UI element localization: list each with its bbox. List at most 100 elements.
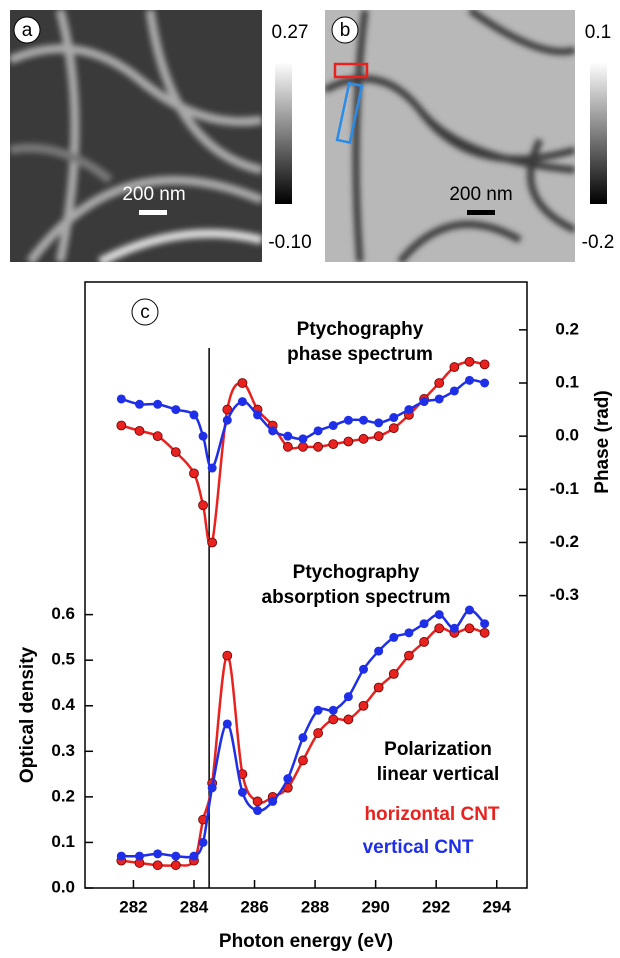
colorbar-max: 0.1 — [585, 22, 611, 43]
data-point — [207, 783, 217, 793]
data-point — [152, 431, 163, 442]
data-point — [449, 623, 459, 633]
colorbar-min: -0.2 — [582, 232, 615, 253]
annotation: linear vertical — [377, 764, 500, 785]
data-point — [252, 796, 263, 807]
y2-tick-label: 0.2 — [555, 319, 579, 338]
data-point — [404, 628, 414, 638]
y-tick-label: 0.4 — [51, 695, 75, 714]
data-point — [480, 619, 490, 629]
data-point — [313, 728, 324, 738]
data-point — [388, 423, 399, 434]
data-point — [328, 439, 339, 450]
annotation: Ptychography — [293, 562, 420, 583]
data-point — [134, 425, 145, 436]
data-point — [298, 441, 308, 452]
data-point — [449, 362, 460, 372]
colorbar-min: -0.10 — [268, 232, 311, 253]
data-point — [404, 405, 414, 415]
data-point — [359, 664, 369, 674]
scale-bar — [467, 210, 495, 215]
panel-badge — [331, 16, 359, 44]
panel-label: c — [140, 302, 150, 323]
data-point — [343, 436, 354, 447]
data-point — [134, 399, 144, 409]
data-point — [283, 431, 293, 441]
data-point — [313, 705, 323, 715]
data-point — [116, 420, 127, 431]
y-tick-label: 0.3 — [51, 741, 75, 760]
data-point — [434, 378, 445, 388]
data-point — [237, 397, 247, 407]
data-point — [222, 650, 233, 661]
data-point — [134, 851, 144, 861]
data-point — [343, 692, 353, 702]
y-axis-label: Optical density — [17, 646, 38, 783]
legend-entry: vertical CNT — [363, 837, 474, 858]
panel-badge — [131, 298, 159, 326]
plot-frame — [84, 281, 528, 889]
data-point — [434, 623, 445, 634]
image-a — [10, 10, 262, 262]
x-tick-label: 294 — [483, 897, 512, 916]
y-tick-label: 0.2 — [51, 786, 75, 805]
data-point — [389, 632, 399, 642]
y2-tick-label: -0.2 — [550, 532, 579, 551]
data-point — [207, 463, 217, 473]
data-point — [198, 500, 208, 511]
y-tick-label: 0.0 — [51, 877, 75, 896]
data-point — [170, 860, 181, 871]
data-point — [373, 431, 384, 442]
data-point — [434, 610, 444, 620]
data-point — [198, 837, 208, 847]
data-point — [298, 733, 308, 743]
y2-tick-label: -0.1 — [550, 479, 579, 498]
data-point — [253, 806, 263, 816]
scale-bar — [139, 210, 167, 215]
data-point — [153, 399, 163, 409]
data-point — [222, 719, 232, 729]
data-point — [328, 421, 338, 431]
legend-entry: horizontal CNT — [364, 804, 499, 825]
annotation: phase spectrum — [287, 344, 433, 365]
data-point — [479, 627, 490, 638]
y-tick-label: 0.1 — [51, 832, 75, 851]
data-point — [464, 623, 475, 634]
data-point — [343, 714, 354, 725]
data-point — [153, 849, 163, 859]
data-point — [313, 426, 323, 436]
x-tick-label: 292 — [422, 897, 450, 916]
data-point — [328, 705, 338, 715]
data-point — [207, 537, 218, 548]
x-tick-label: 290 — [361, 897, 389, 916]
data-point — [373, 682, 384, 693]
data-point — [404, 650, 414, 661]
data-point — [419, 637, 429, 647]
data-point — [419, 619, 429, 629]
data-point — [358, 433, 369, 444]
data-point — [282, 441, 293, 452]
data-point — [198, 431, 208, 441]
data-point — [268, 796, 278, 806]
data-point — [116, 394, 126, 404]
data-point — [298, 434, 308, 444]
scale-bar-label: 200 nm — [122, 184, 185, 205]
data-point — [464, 356, 475, 367]
colorbar-max: 0.27 — [272, 22, 309, 43]
data-point — [298, 755, 308, 766]
y-tick-label: 0.6 — [51, 604, 75, 623]
image-b — [325, 10, 575, 262]
data-point — [253, 410, 263, 420]
data-point — [189, 851, 199, 861]
data-point — [389, 413, 399, 423]
data-point — [328, 714, 339, 725]
data-point — [480, 378, 490, 388]
x-tick-label: 284 — [180, 897, 209, 916]
x-tick-label: 286 — [240, 897, 268, 916]
panel-badge — [13, 16, 41, 44]
y2-tick-label: -0.3 — [550, 585, 579, 604]
y2-axis-label: Phase (rad) — [592, 390, 613, 493]
data-point — [374, 646, 384, 656]
